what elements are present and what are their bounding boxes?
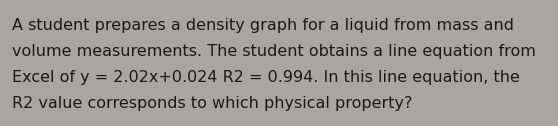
Text: R2 value corresponds to which physical property?: R2 value corresponds to which physical p… — [12, 96, 412, 111]
Text: A student prepares a density graph for a liquid from mass and: A student prepares a density graph for a… — [12, 18, 514, 33]
Text: Excel of y = 2.02x+0.024 R2 = 0.994. In this line equation, the: Excel of y = 2.02x+0.024 R2 = 0.994. In … — [12, 70, 520, 85]
Text: volume measurements. The student obtains a line equation from: volume measurements. The student obtains… — [12, 44, 536, 59]
